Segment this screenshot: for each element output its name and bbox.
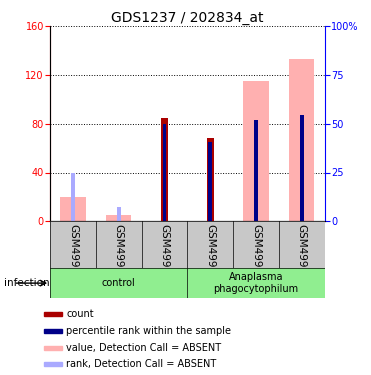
Bar xyxy=(254,120,258,221)
Bar xyxy=(233,221,279,268)
Bar xyxy=(162,124,166,221)
Bar xyxy=(71,172,75,221)
Text: GSM49943: GSM49943 xyxy=(251,224,261,280)
Bar xyxy=(161,118,168,221)
Text: rank, Detection Call = ABSENT: rank, Detection Call = ABSENT xyxy=(66,359,217,369)
Text: control: control xyxy=(102,278,135,288)
Bar xyxy=(300,115,303,221)
Bar xyxy=(96,221,142,268)
Text: count: count xyxy=(66,309,94,320)
Bar xyxy=(300,115,303,221)
Bar xyxy=(44,329,62,333)
Text: percentile rank within the sample: percentile rank within the sample xyxy=(66,326,232,336)
Bar xyxy=(187,268,325,298)
Bar xyxy=(209,142,212,221)
Bar xyxy=(50,268,187,298)
Bar xyxy=(60,197,86,221)
Text: value, Detection Call = ABSENT: value, Detection Call = ABSENT xyxy=(66,343,221,352)
Text: GSM49944: GSM49944 xyxy=(297,224,307,280)
Bar xyxy=(44,312,62,316)
Bar xyxy=(254,120,258,221)
Text: GSM49940: GSM49940 xyxy=(114,224,124,280)
Bar xyxy=(279,221,325,268)
Text: Anaplasma
phagocytophilum: Anaplasma phagocytophilum xyxy=(213,272,299,294)
Text: GSM49941: GSM49941 xyxy=(160,224,170,280)
Bar xyxy=(44,362,62,366)
Text: GSM49939: GSM49939 xyxy=(68,224,78,280)
Bar xyxy=(117,207,121,221)
Bar xyxy=(106,215,131,221)
Text: infection: infection xyxy=(4,278,49,288)
Bar xyxy=(207,138,214,221)
Bar xyxy=(289,59,314,221)
Bar xyxy=(243,81,269,221)
Title: GDS1237 / 202834_at: GDS1237 / 202834_at xyxy=(111,11,264,25)
Bar xyxy=(187,221,233,268)
Text: GSM49942: GSM49942 xyxy=(205,224,215,280)
Bar xyxy=(50,221,96,268)
Bar xyxy=(44,346,62,350)
Bar xyxy=(142,221,187,268)
